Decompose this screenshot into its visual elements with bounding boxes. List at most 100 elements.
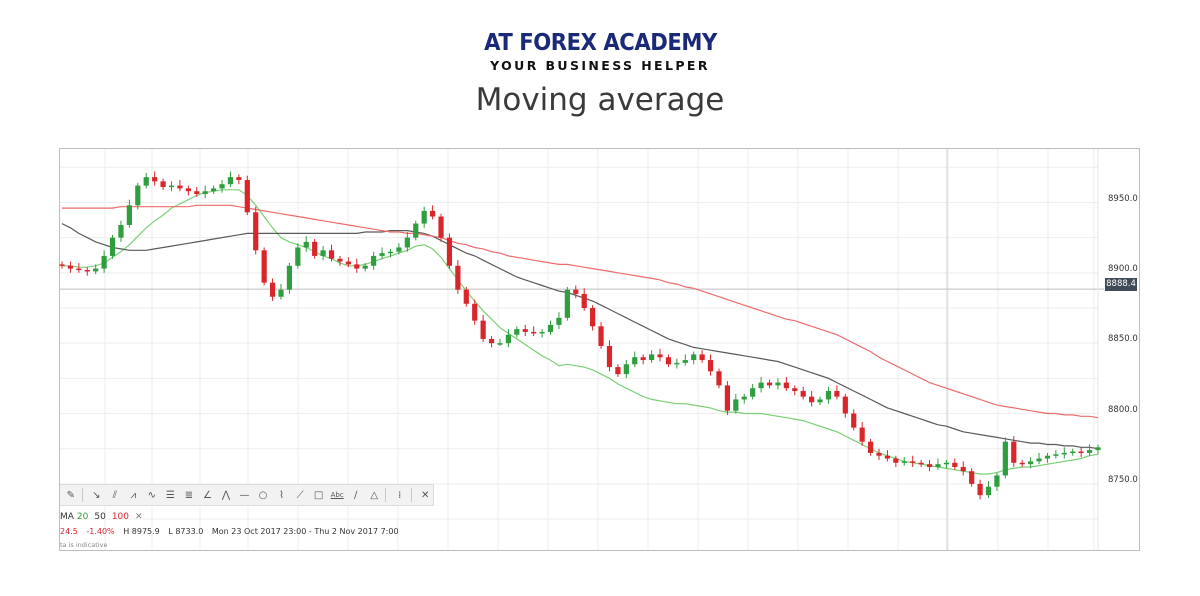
line-icon[interactable]: ∕ <box>354 489 358 501</box>
y-tick-label: 8850.0 <box>1108 334 1138 344</box>
candle-body <box>977 483 983 496</box>
candle-body <box>379 253 385 256</box>
y-tick-label: 8950.0 <box>1108 194 1138 204</box>
pencil-icon[interactable]: ✎ <box>66 489 75 501</box>
candle-body <box>994 475 1000 487</box>
candle-body <box>1002 441 1008 476</box>
candle-body <box>1086 450 1093 453</box>
current-price-tag: 8888.4 <box>1105 278 1137 291</box>
candle-body <box>371 255 377 266</box>
y-tick-label: 8750.0 <box>1108 475 1138 485</box>
ma-legend: MA 20 50 100 ✕ <box>60 512 149 522</box>
candle-body <box>1028 461 1034 465</box>
page-title: Moving average <box>475 82 725 118</box>
candle-body <box>901 461 907 463</box>
candle-body <box>800 391 806 397</box>
candle-body <box>834 391 840 397</box>
candle-body <box>354 264 360 269</box>
text-icon[interactable]: Abc <box>330 491 344 499</box>
candle-body <box>758 382 764 389</box>
candle-body <box>227 177 234 185</box>
candle-body <box>514 329 520 335</box>
candle-body <box>724 385 730 411</box>
candle-body <box>261 250 267 283</box>
candle-body <box>59 264 65 266</box>
candle-body <box>67 265 74 269</box>
indicative-note: ta is indicative <box>60 541 108 549</box>
trend-line-icon[interactable]: ⟋ <box>296 489 304 501</box>
legend-prefix: MA <box>60 512 74 522</box>
parallel-lines-icon[interactable]: ⫽ <box>112 489 118 501</box>
candle-body <box>809 396 815 403</box>
candle-body <box>202 191 208 195</box>
candle-body <box>716 371 722 386</box>
candle-body <box>766 382 773 386</box>
candle-body <box>1044 455 1051 459</box>
candle-body <box>859 427 865 442</box>
fan-icon[interactable]: ∠ <box>202 489 212 501</box>
candle-body <box>404 237 410 248</box>
candle-body <box>590 307 596 327</box>
candle-body <box>438 216 444 238</box>
ma20-line <box>62 189 1099 475</box>
candle-body <box>505 334 512 344</box>
candle-body <box>337 258 343 262</box>
candle-body <box>421 210 427 224</box>
candle-body <box>842 396 848 414</box>
candle-body <box>581 293 587 308</box>
candle-body <box>918 462 924 465</box>
wave-icon[interactable]: ∿ <box>147 489 157 501</box>
ma100-line <box>62 204 1099 419</box>
candle-body <box>943 462 949 465</box>
candle-body <box>286 265 293 290</box>
candle-body <box>665 357 672 365</box>
candle-body <box>328 250 335 259</box>
candle-body <box>632 357 638 365</box>
brand-tagline: YOUR BUSINESS HELPER <box>490 58 710 73</box>
candle-body <box>648 354 655 361</box>
candle-body <box>1061 452 1067 455</box>
candle-body <box>303 241 309 248</box>
candle-body <box>606 345 613 368</box>
candle-body <box>219 184 225 189</box>
candle-body <box>699 354 705 361</box>
legend-ma100[interactable]: 100 <box>111 512 130 522</box>
candle-body <box>867 441 874 453</box>
candle-body <box>362 265 368 269</box>
candle-body <box>910 461 916 463</box>
candle-body <box>775 382 781 386</box>
info-range: Mon 23 Oct 2017 23:00 - Thu 2 Nov 2017 7… <box>211 527 399 536</box>
pattern-icon[interactable]: ⋀ <box>221 489 231 501</box>
circle-icon[interactable]: ○ <box>258 489 268 501</box>
candle-body <box>472 303 478 321</box>
close-icon[interactable]: ✕ <box>421 489 430 501</box>
brush-icon[interactable]: ⌇ <box>279 489 285 501</box>
y-tick-label: 8800.0 <box>1108 405 1138 415</box>
candle-body <box>952 462 958 467</box>
horizontal-line-icon[interactable]: — <box>239 489 250 501</box>
legend-ma50[interactable]: 50 <box>94 512 106 522</box>
legend-ma20[interactable]: 20 <box>76 512 89 522</box>
gann-icon[interactable]: ≣ <box>184 489 194 501</box>
toolbar-divider <box>410 488 412 502</box>
zigzag-icon[interactable]: ⩘ <box>130 489 137 501</box>
drawing-toolbar: ✎ ↘ ⫽ ⩘ ∿ ☰ ≣ ∠ ⋀ — ○ ⌇ ⟋ □ Abc ∕ △ ⁞ ✕ <box>60 484 434 506</box>
rectangle-icon[interactable]: □ <box>313 489 324 501</box>
candle-body <box>194 191 200 195</box>
candle-body <box>556 317 562 325</box>
cursor-icon[interactable]: ⁞ <box>398 489 402 501</box>
candle-body <box>640 357 646 361</box>
arrow-down-right-icon[interactable]: ↘ <box>92 489 101 501</box>
candle-body <box>893 458 899 463</box>
legend-close-icon[interactable]: ✕ <box>135 512 143 522</box>
triangle-icon[interactable]: △ <box>370 489 379 501</box>
candle-body <box>935 464 941 467</box>
candle-body <box>168 185 175 188</box>
candle-body <box>1011 441 1017 463</box>
candle-body <box>278 289 284 297</box>
candle-body <box>93 268 99 272</box>
candle-body <box>1053 454 1059 456</box>
fibonacci-icon[interactable]: ☰ <box>165 489 175 501</box>
candle-body <box>143 177 149 186</box>
